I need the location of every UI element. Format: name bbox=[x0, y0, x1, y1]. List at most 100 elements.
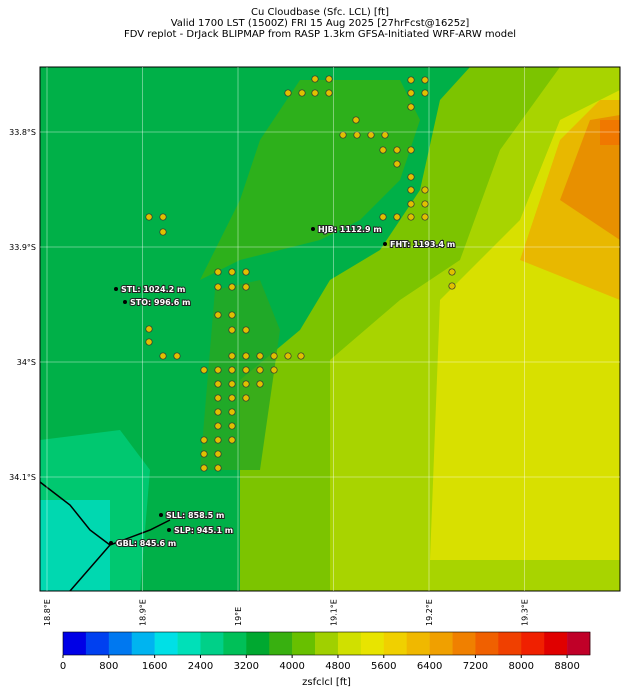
colorbar-bin bbox=[452, 632, 476, 655]
cloud-marker bbox=[228, 408, 236, 416]
colorbar-tick-label: 2400 bbox=[188, 661, 213, 672]
cloud-marker bbox=[242, 366, 250, 374]
cloud-marker bbox=[242, 394, 250, 402]
cloud-marker bbox=[270, 366, 278, 374]
cloud-marker bbox=[407, 76, 415, 84]
cloud-marker bbox=[228, 422, 236, 430]
colorbar-bin bbox=[429, 632, 453, 655]
colorbar-bin bbox=[360, 632, 385, 655]
colorbar-bin bbox=[223, 632, 247, 655]
cloud-marker bbox=[407, 200, 415, 208]
station-dot bbox=[114, 287, 118, 291]
cloud-marker bbox=[393, 160, 401, 168]
lon-tick-label: 19.2°E bbox=[425, 599, 434, 626]
cloud-marker bbox=[421, 89, 429, 97]
map-frame bbox=[39, 66, 621, 592]
colorbar-bin bbox=[544, 632, 568, 655]
cloud-marker bbox=[214, 268, 222, 276]
colorbar-tick-label: 3200 bbox=[234, 661, 259, 672]
colorbar-bin bbox=[475, 632, 499, 655]
lat-tick-label: 33.9°S bbox=[9, 243, 36, 252]
cloud-marker bbox=[214, 450, 222, 458]
station-dot bbox=[311, 227, 315, 231]
station-label: SLP: 945.1 m bbox=[174, 526, 233, 535]
colorbar-label: zsfclcl [ft] bbox=[302, 677, 351, 688]
colorbar-bin bbox=[131, 632, 155, 655]
title-line: FDV replot - DrJack BLIPMAP from RASP 1.… bbox=[124, 29, 516, 40]
colorbar-tick-label: 1600 bbox=[142, 661, 167, 672]
cloud-marker bbox=[379, 146, 387, 154]
cloud-marker bbox=[448, 282, 456, 290]
cloud-marker bbox=[393, 146, 401, 154]
lat-tick-label: 34°S bbox=[17, 358, 36, 367]
title-line: Cu Cloudbase (Sfc. LCL) [ft] bbox=[251, 7, 389, 18]
cloud-marker bbox=[379, 213, 387, 221]
lon-tick-label: 19°E bbox=[234, 607, 243, 626]
lon-tick-label: 19.3°E bbox=[521, 599, 530, 626]
cloud-marker bbox=[270, 352, 278, 360]
cloud-marker bbox=[311, 89, 319, 97]
colorbar-tick-label: 8000 bbox=[509, 661, 534, 672]
cloud-marker bbox=[228, 326, 236, 334]
cloud-marker bbox=[145, 325, 153, 333]
colorbar-tick-label: 8800 bbox=[554, 661, 579, 672]
colorbar-bin bbox=[200, 632, 224, 655]
cloud-marker bbox=[214, 464, 222, 472]
station-dot bbox=[167, 528, 171, 532]
cloud-marker bbox=[214, 408, 222, 416]
cloud-marker bbox=[214, 366, 222, 374]
station-label: SLL: 858.5 m bbox=[166, 511, 224, 520]
cloud-marker bbox=[421, 200, 429, 208]
cloud-marker bbox=[407, 89, 415, 97]
colorbar-tick-label: 7200 bbox=[463, 661, 488, 672]
colorbar-bin bbox=[337, 632, 362, 655]
cloud-marker bbox=[214, 436, 222, 444]
cloud-marker bbox=[297, 352, 305, 360]
colorbar-bin bbox=[292, 632, 316, 655]
cloud-marker bbox=[284, 352, 292, 360]
colorbar-bin bbox=[269, 632, 293, 655]
cloud-marker bbox=[352, 116, 360, 124]
cloud-marker bbox=[284, 89, 292, 97]
lon-tick-label: 19.1°E bbox=[330, 599, 339, 626]
colorbar-bin bbox=[85, 632, 110, 655]
colorbar-tick-label: 5600 bbox=[371, 661, 396, 672]
cloud-marker bbox=[407, 213, 415, 221]
cloud-marker bbox=[145, 213, 153, 221]
station-dot bbox=[159, 513, 163, 517]
cloud-marker bbox=[228, 268, 236, 276]
colorbar-tick-label: 0 bbox=[60, 661, 66, 672]
cloud-marker bbox=[407, 146, 415, 154]
cloud-marker bbox=[367, 131, 375, 139]
cloud-marker bbox=[228, 311, 236, 319]
cloud-marker bbox=[214, 394, 222, 402]
cloud-marker bbox=[242, 268, 250, 276]
cloud-marker bbox=[242, 326, 250, 334]
station-label: STO: 996.6 m bbox=[130, 298, 190, 307]
cloud-marker bbox=[407, 173, 415, 181]
colorbar-bin bbox=[154, 632, 178, 655]
cloud-marker bbox=[242, 283, 250, 291]
station-dot bbox=[123, 300, 127, 304]
colorbar-frame bbox=[62, 631, 591, 656]
terrain bbox=[40, 67, 620, 591]
cloud-marker bbox=[228, 366, 236, 374]
title-line: Valid 1700 LST (1500Z) FRI 15 Aug 2025 [… bbox=[171, 18, 470, 29]
colorbar-bin bbox=[383, 632, 407, 655]
cloud-marker bbox=[228, 283, 236, 291]
cloud-marker bbox=[256, 366, 264, 374]
station-dot bbox=[109, 541, 113, 545]
station-dot bbox=[383, 242, 387, 246]
station-label: FHT: 1193.4 m bbox=[390, 240, 455, 249]
colorbar-tick-label: 4000 bbox=[279, 661, 304, 672]
cloud-marker bbox=[393, 213, 401, 221]
cloud-marker bbox=[256, 380, 264, 388]
cloud-marker bbox=[325, 89, 333, 97]
cloud-markers bbox=[145, 75, 456, 472]
cloud-marker bbox=[311, 75, 319, 83]
cloud-marker bbox=[407, 103, 415, 111]
lon-tick-label: 18.8°E bbox=[43, 599, 52, 626]
cloud-marker bbox=[173, 352, 181, 360]
cloud-marker bbox=[421, 76, 429, 84]
